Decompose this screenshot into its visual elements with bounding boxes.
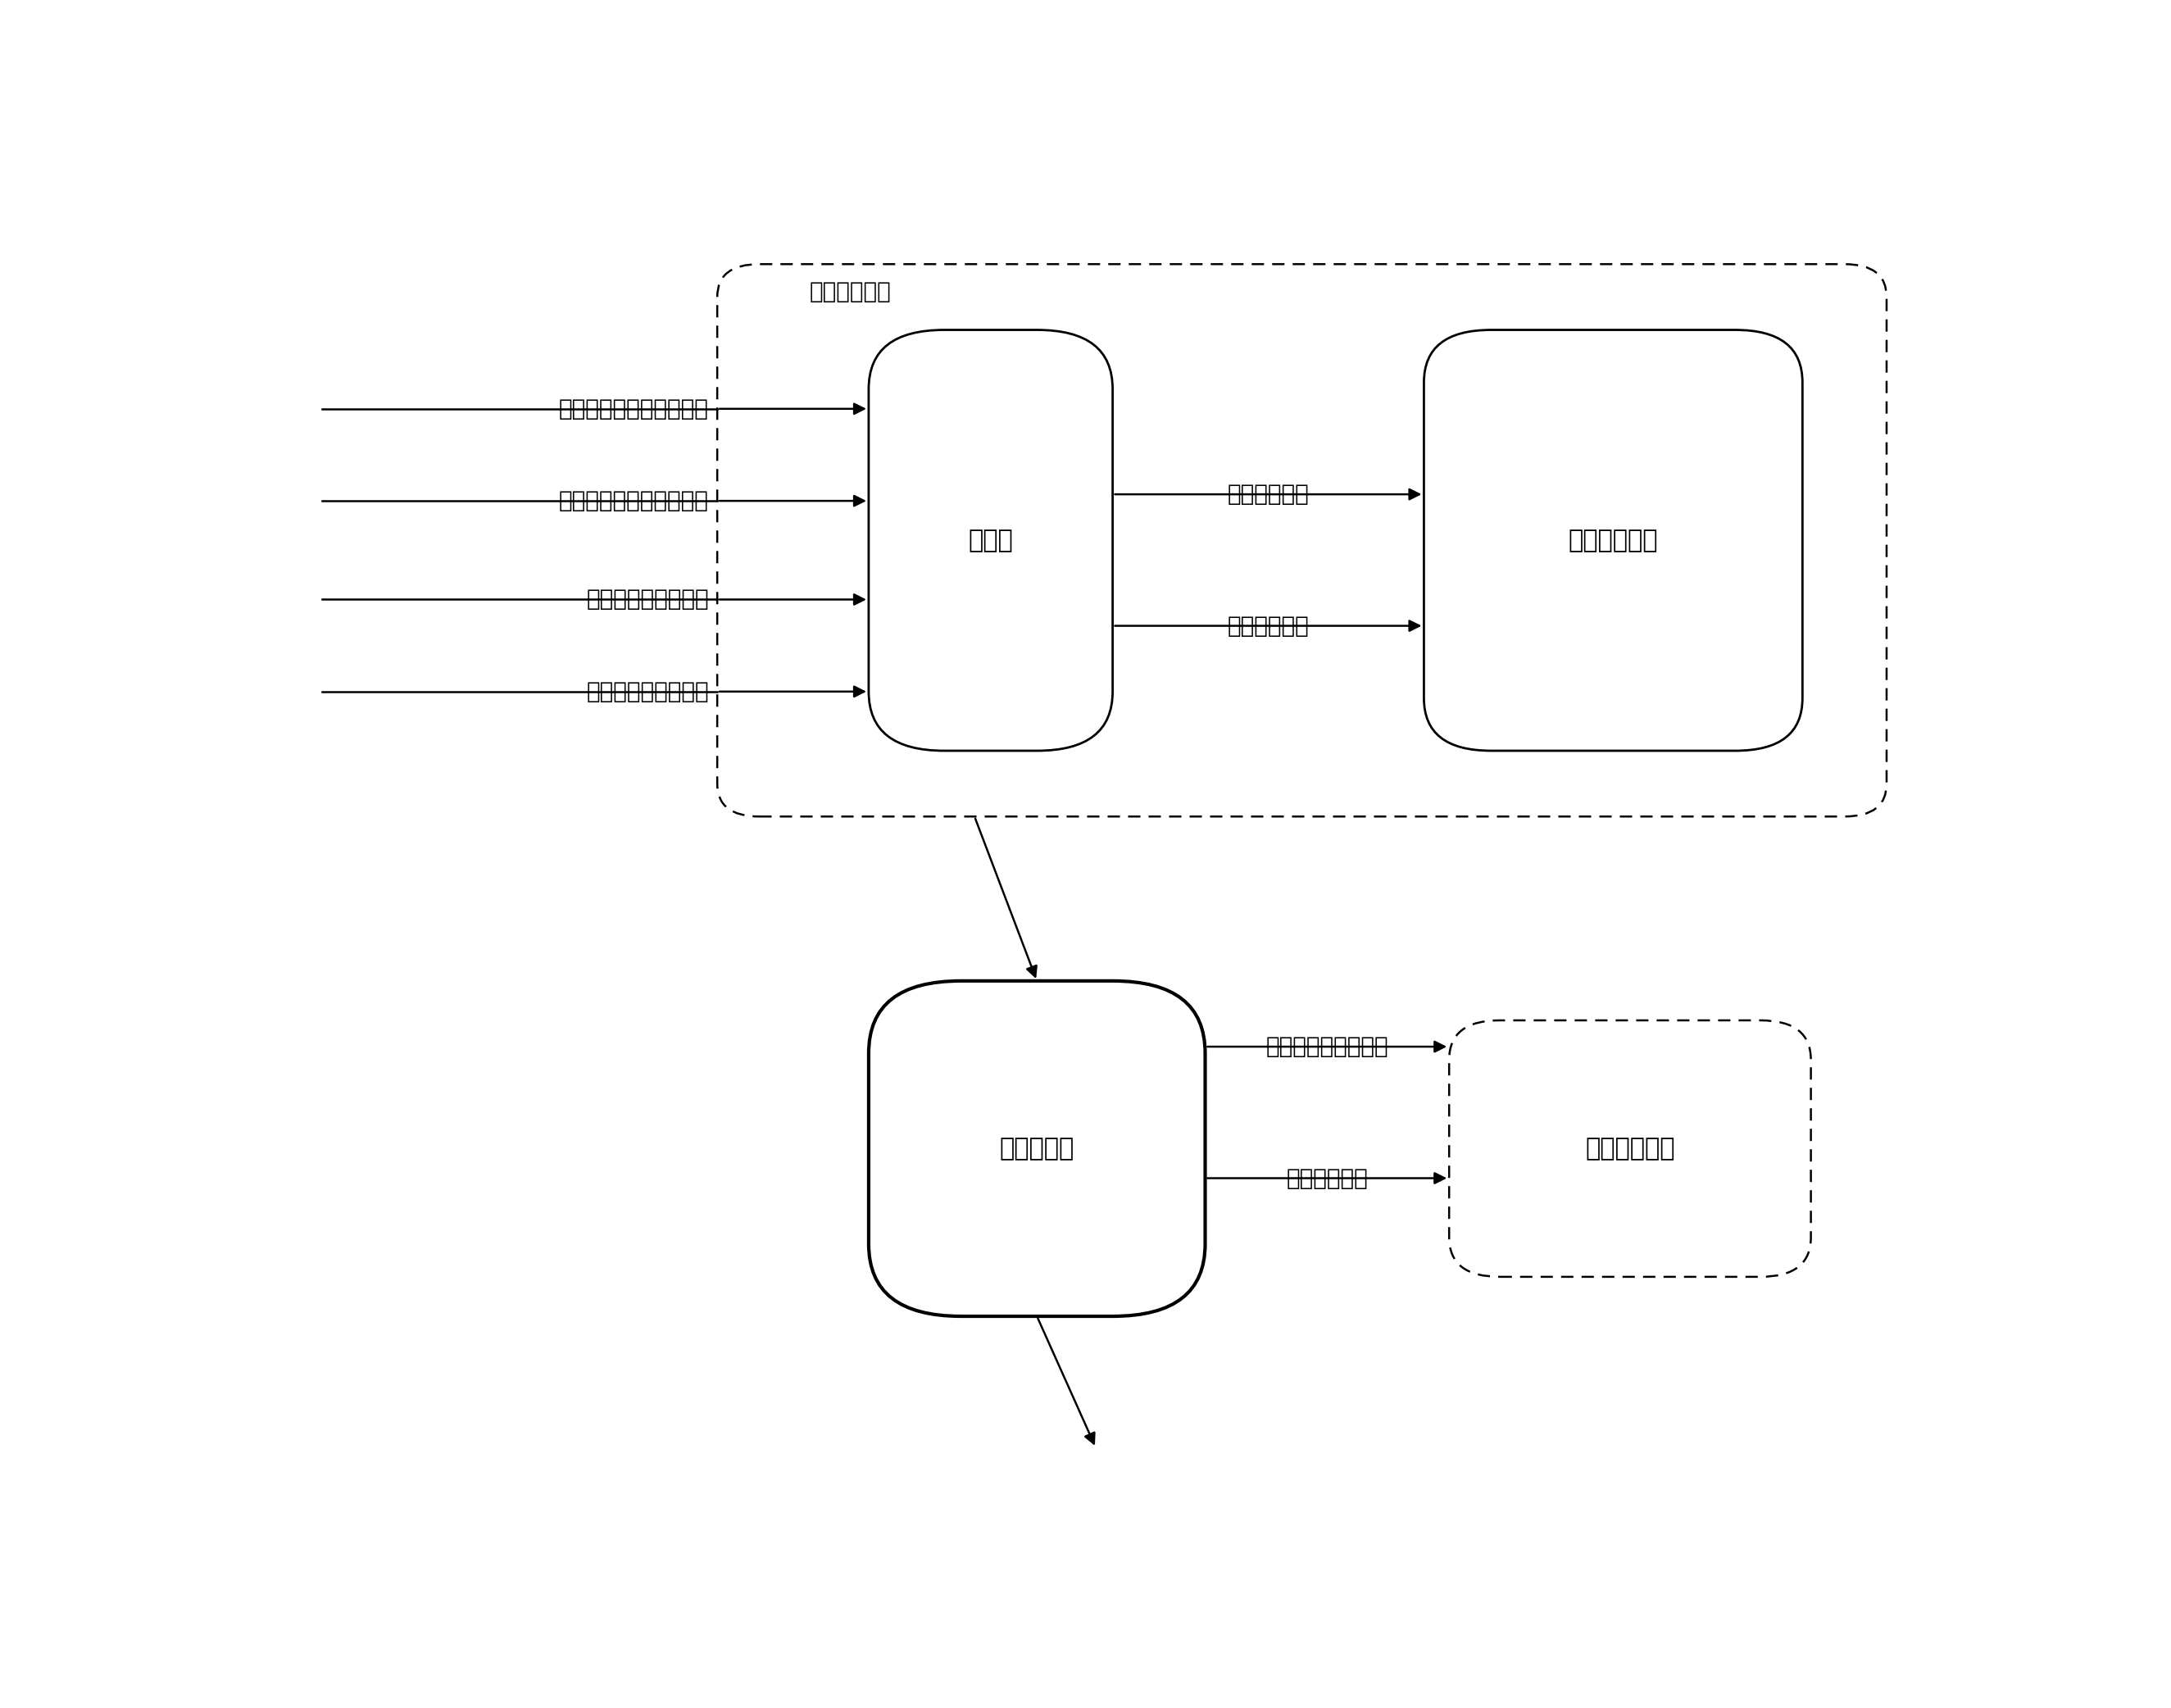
FancyBboxPatch shape xyxy=(868,330,1112,752)
Text: 生石灰消耗水分因子: 生石灰消耗水分因子 xyxy=(1266,1035,1389,1059)
Text: 混匀矿实时物料流量变化: 混匀矿实时物料流量变化 xyxy=(558,398,708,420)
Text: 混匀矿实时物料流量: 混匀矿实时物料流量 xyxy=(586,588,708,611)
Text: 原料工况归类: 原料工况归类 xyxy=(810,280,892,304)
Text: 生石灰模糊集: 生石灰模糊集 xyxy=(1227,615,1309,637)
Text: 参数自调整: 参数自调整 xyxy=(999,1138,1075,1160)
FancyBboxPatch shape xyxy=(1424,330,1802,752)
Text: 加水修正因子: 加水修正因子 xyxy=(1285,1167,1368,1190)
FancyBboxPatch shape xyxy=(868,980,1205,1317)
Text: 工况评判模型: 工况评判模型 xyxy=(1567,528,1659,552)
Text: 混匀矿模糊集: 混匀矿模糊集 xyxy=(1227,483,1309,506)
Text: 生石灰实时物料流量变化: 生石灰实时物料流量变化 xyxy=(558,490,708,512)
Text: 模糊化: 模糊化 xyxy=(968,528,1014,552)
Text: 前馈加水模型: 前馈加水模型 xyxy=(1585,1138,1674,1160)
Text: 生石灰实时物料流量: 生石灰实时物料流量 xyxy=(586,680,708,704)
